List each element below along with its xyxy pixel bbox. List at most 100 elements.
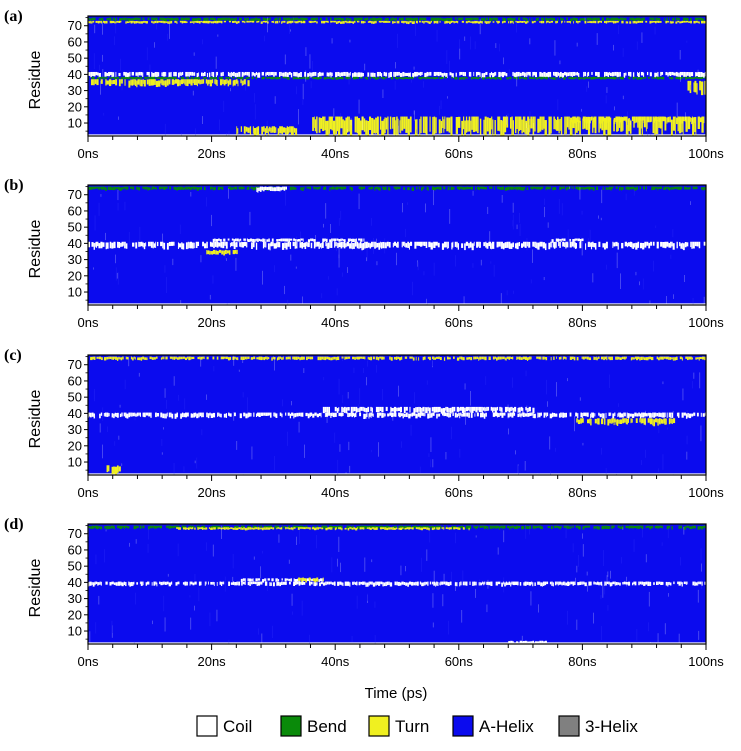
texture-streak — [633, 189, 635, 196]
state-streak — [501, 412, 504, 418]
state-streak — [228, 412, 230, 416]
state-streak — [385, 527, 387, 530]
state-streak — [131, 71, 134, 76]
state-streak — [354, 116, 357, 133]
state-streak — [509, 17, 511, 21]
state-streak — [627, 118, 629, 136]
state-streak — [583, 581, 585, 585]
texture-streak — [485, 376, 487, 385]
texture-streak — [645, 410, 646, 426]
state-streak — [640, 116, 642, 121]
state-streak — [621, 20, 624, 24]
state-streak — [289, 238, 293, 241]
state-streak — [520, 357, 523, 360]
texture-streak — [474, 41, 476, 50]
legend-entry-a-helix: A-Helix — [452, 715, 534, 737]
state-streak — [653, 412, 656, 418]
state-streak — [143, 17, 145, 20]
state-streak — [174, 186, 177, 190]
state-streak — [697, 21, 699, 24]
state-streak — [212, 77, 215, 79]
state-streak — [207, 250, 210, 255]
state-streak — [170, 20, 173, 24]
state-streak — [137, 77, 139, 79]
state-streak — [655, 119, 658, 135]
texture-streak — [358, 404, 360, 412]
state-streak — [122, 18, 124, 21]
state-streak — [656, 418, 658, 423]
state-streak — [252, 126, 254, 134]
state-streak — [646, 116, 648, 129]
state-streak — [295, 77, 298, 80]
state-streak — [582, 356, 585, 360]
state-streak — [287, 356, 290, 360]
texture-streak — [321, 293, 323, 299]
texture-streak — [606, 575, 608, 582]
state-streak — [570, 72, 573, 77]
state-streak — [681, 412, 684, 418]
state-streak — [216, 581, 218, 586]
state-streak — [565, 72, 568, 77]
state-streak — [408, 413, 411, 419]
state-streak — [407, 241, 409, 248]
state-streak — [182, 356, 185, 359]
state-streak — [532, 412, 534, 418]
state-streak — [403, 17, 404, 21]
state-streak — [597, 356, 600, 359]
state-streak — [302, 238, 304, 242]
state-streak — [325, 525, 328, 529]
state-streak — [112, 20, 115, 24]
texture-streak — [330, 19, 331, 25]
state-streak — [248, 20, 250, 23]
x-axis-label: Time (ps) — [365, 685, 428, 702]
state-streak — [93, 525, 95, 529]
state-streak — [191, 18, 194, 22]
state-streak — [380, 76, 382, 79]
state-streak — [534, 525, 536, 529]
state-streak — [352, 73, 354, 78]
state-streak — [189, 581, 191, 586]
texture-streak — [463, 296, 465, 305]
state-streak — [363, 118, 366, 132]
state-streak — [382, 525, 384, 529]
state-streak — [259, 186, 262, 192]
state-streak — [267, 21, 269, 24]
state-streak — [675, 21, 678, 24]
state-streak — [641, 20, 644, 23]
state-streak — [614, 418, 616, 423]
state-streak — [246, 20, 249, 23]
state-streak — [286, 72, 289, 77]
state-streak — [700, 71, 703, 78]
texture-streak — [546, 379, 547, 395]
texture-streak — [526, 405, 528, 411]
state-streak — [173, 18, 176, 21]
state-streak — [278, 17, 281, 21]
state-streak — [548, 242, 551, 250]
state-streak — [419, 581, 422, 585]
texture-streak — [529, 111, 531, 126]
state-streak — [632, 72, 635, 78]
state-streak — [496, 241, 499, 248]
state-streak — [525, 72, 527, 77]
state-streak — [349, 186, 351, 190]
state-streak — [623, 17, 625, 20]
state-streak — [227, 76, 229, 79]
state-streak — [462, 527, 465, 530]
state-streak — [407, 187, 410, 191]
state-streak — [271, 126, 274, 133]
state-streak — [522, 356, 525, 360]
state-streak — [497, 77, 500, 80]
state-streak — [558, 119, 560, 134]
state-streak — [569, 76, 571, 79]
state-streak — [468, 186, 471, 190]
state-streak — [103, 413, 105, 417]
state-streak — [404, 356, 408, 359]
state-streak — [528, 641, 531, 644]
state-streak — [385, 581, 387, 587]
texture-streak — [574, 416, 575, 432]
state-streak — [561, 582, 563, 586]
state-streak — [308, 241, 310, 248]
texture-streak — [394, 80, 396, 90]
state-streak — [511, 412, 514, 418]
state-streak — [176, 21, 178, 24]
